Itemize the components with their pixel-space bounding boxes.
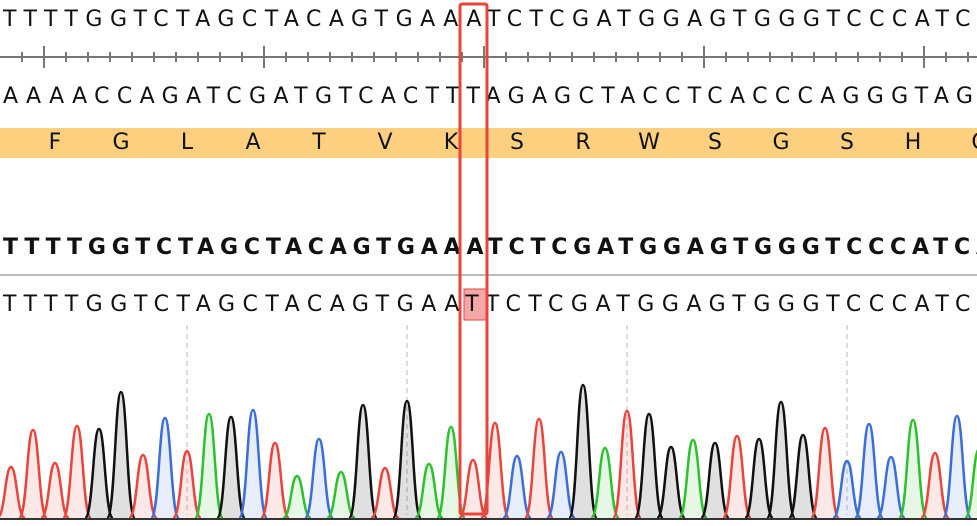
trace-peak [831,459,863,520]
amino-acid: S [840,130,854,155]
translation: FGLATVKSRWSGSHC [49,130,977,155]
trace-peak [479,421,511,520]
mismatch-highlight [463,288,489,321]
trace-peak [215,415,247,520]
amino-acid: R [575,130,590,155]
ruler-ticks [21,46,969,68]
chromatogram [0,383,977,520]
amino-acid: S [510,130,524,155]
trace-peak [567,383,599,520]
complement-sequence: AAAACCAGATCGATGTCACTTTAGAGCTACCTCACCCAGG… [3,84,977,109]
trace-peak [149,416,181,520]
trace-peak [941,414,973,520]
amino-acid: W [638,130,660,155]
trace-peak [347,403,379,520]
trace-peak [391,399,423,520]
reference-sequence: TTTTGGTCTAGCTACAGTGAAATCTCGATGGAGTGGGTCC… [2,7,977,32]
amino-acid: H [905,130,922,155]
trace-peak [611,409,643,520]
trace-peak [413,462,445,520]
trace-peak [523,417,555,520]
trace-peak [699,441,731,520]
read-sequence: TTTTGGTCTAGCTACAGTGAATTCTCGATGGAGTGGGTCC… [2,292,977,317]
trace-peak [501,454,533,520]
trace-peak [83,427,115,520]
amino-acid: G [772,130,789,155]
trace-peak [677,438,709,520]
trace-peak [897,418,929,520]
trace-peak [39,461,71,520]
trace-peak [765,400,797,520]
trace-peak [655,445,687,520]
amino-acid: F [49,130,62,155]
trace-peak [875,455,907,520]
trace-peak [809,426,841,520]
amino-acid: T [311,130,326,155]
amino-acid: G [112,130,129,155]
trace-peak [282,474,312,520]
trace-peak [326,470,356,520]
trace-peak [17,428,49,520]
trace-peak [963,449,977,520]
trace-peak [457,458,489,520]
trace-peak [853,422,885,520]
trace-peak [369,466,401,520]
trace-peak [787,433,819,520]
amino-acid: A [245,130,260,155]
trace-peak [743,437,775,520]
trace-peak [633,412,665,520]
trace-peak [303,437,335,520]
position-markers [186,325,848,515]
amino-acid: C [971,130,977,155]
selection-box[interactable] [458,2,489,516]
amino-acid: V [377,130,392,155]
trace-peak [127,453,159,520]
trace-peak [237,408,269,520]
amino-acid: L [181,130,194,155]
trace-peak [721,434,753,520]
trace-peak [589,446,621,520]
trace-peak [61,424,93,520]
trace-peak [259,441,291,520]
trace-peak [171,449,203,520]
trace-peak [0,465,26,520]
mismatch-cell [463,288,489,321]
trace-peak [545,450,577,520]
trace-peak [919,451,951,520]
amino-acid: S [708,130,722,155]
trace-peak [193,412,225,520]
consensus-sequence: TTTTGGTCTAGCTACAGTGAAATCTCGATGGAGTGGGTCC… [3,235,977,260]
amino-acid: K [444,130,459,155]
trace-peak [105,390,137,520]
